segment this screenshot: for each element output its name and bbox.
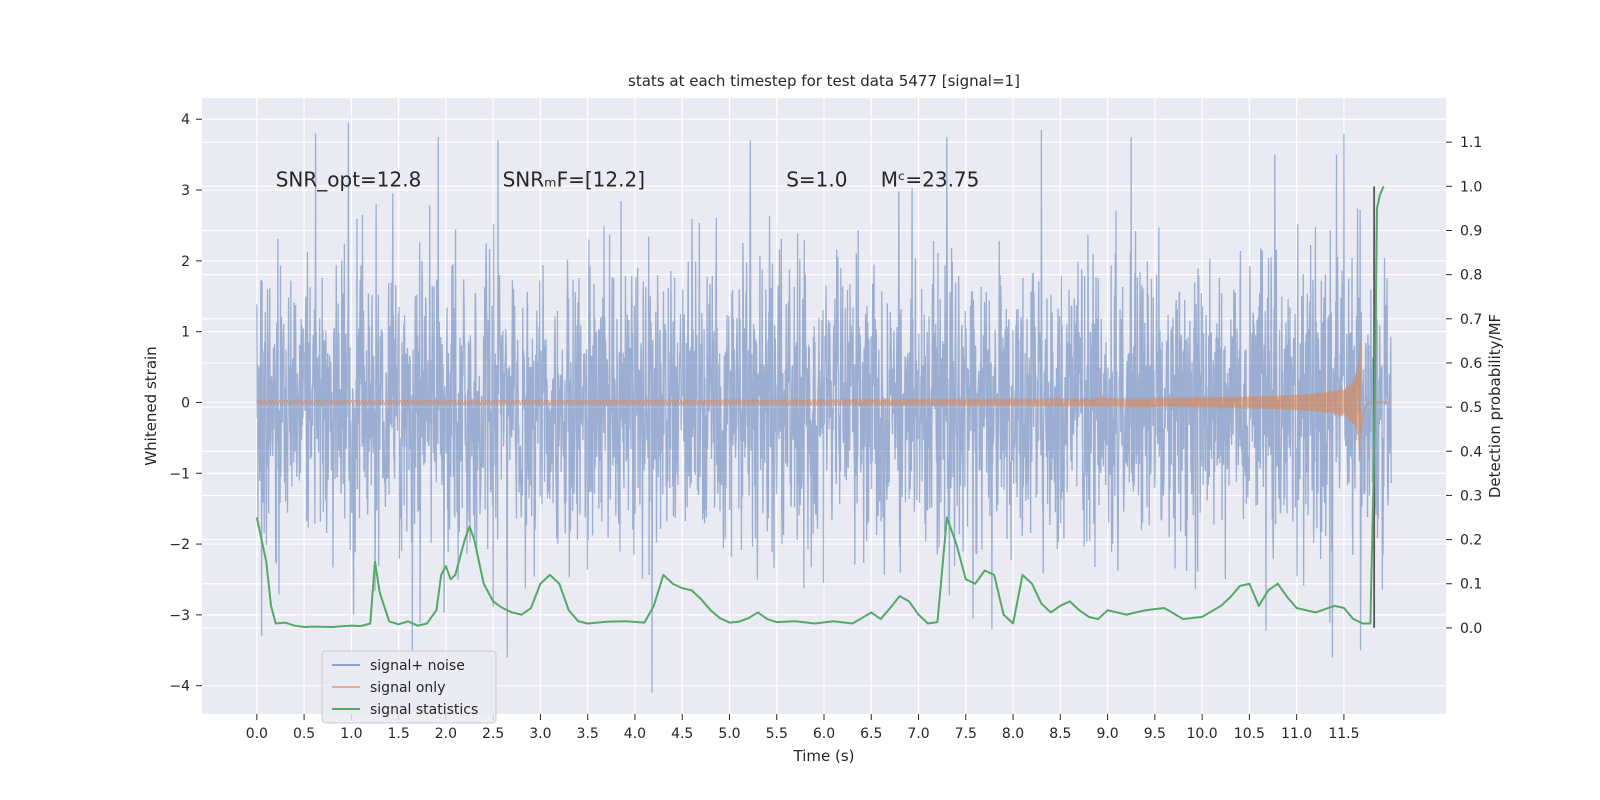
x-tick-label: 10.0: [1187, 726, 1218, 742]
series-signal-noise: [256, 122, 1392, 693]
legend-item-signal-noise: signal+ noise: [332, 658, 465, 674]
x-tick-label: 4.0: [624, 726, 646, 742]
y-tick-label: −3: [169, 608, 190, 624]
y2-tick-label: 0.0: [1460, 621, 1482, 637]
chart-title: stats at each timestep for test data 547…: [628, 72, 1020, 90]
y2-tick-label: 0.3: [1460, 488, 1482, 504]
y-tick-label: −1: [169, 466, 190, 482]
y-tick-label: 0: [181, 395, 190, 411]
y2-axis-label: Detection probability/MF: [1486, 314, 1504, 498]
x-tick-label: 11.0: [1281, 726, 1312, 742]
legend-label-signal-statistics: signal statistics: [370, 702, 478, 718]
y2-tick-label: 0.6: [1460, 356, 1482, 372]
y2-tick-label: 0.1: [1460, 577, 1482, 593]
y2-tick-label: 0.7: [1460, 312, 1482, 328]
annotation-text: Mᶜ=23.75: [881, 168, 980, 192]
x-tick-label: 4.5: [671, 726, 693, 742]
x-tick-label: 2.0: [435, 726, 457, 742]
x-tick-label: 9.0: [1096, 726, 1118, 742]
y2-tick-label: 0.5: [1460, 400, 1482, 416]
x-tick-label: 8.0: [1002, 726, 1024, 742]
series-signal-statistics: [255, 185, 1385, 629]
y-tick-label: 1: [181, 325, 190, 341]
y-axis-label: Whitened strain: [142, 346, 160, 465]
y-tick-label: 2: [181, 254, 190, 270]
x-tick-label: 7.0: [907, 726, 929, 742]
y2-tick-label: 1.1: [1460, 135, 1482, 151]
x-tick-label: 8.5: [1049, 726, 1071, 742]
legend-item-signal-only: signal only: [332, 680, 445, 696]
y-tick-label: −4: [169, 679, 190, 695]
x-tick-label: 2.5: [482, 726, 504, 742]
y2-tick-label: 1.0: [1460, 179, 1482, 195]
series-signal-only: [256, 341, 1392, 458]
x-axis: 0.0 0.5 1.0 1.5 2.0 2.5 3.0 3.5 4.0 4.5 5.0 5.5 6.0 6…: [246, 714, 1359, 742]
annotations: SNR_opt=12.8 SNRₘF=[12.2] S=1.0 Mᶜ=23.75: [276, 168, 980, 192]
x-tick-label: 0.0: [246, 726, 268, 742]
y-axis-right: 1.1 1.0 0.9 0.8 0.7 0.6 0.5 0.4 0.3 0.2 0.1 0.0: [1446, 135, 1482, 637]
x-tick-label: 3.5: [577, 726, 599, 742]
annotation-text: SNR_opt=12.8: [276, 168, 422, 192]
x-tick-label: 6.0: [813, 726, 835, 742]
x-tick-label: 6.5: [860, 726, 882, 742]
plot-series: [255, 122, 1392, 693]
annotation-text: S=1.0: [786, 168, 847, 192]
y-tick-label: 4: [181, 112, 190, 128]
x-tick-label: 3.0: [529, 726, 551, 742]
y2-tick-label: 0.4: [1460, 444, 1482, 460]
y-axis-left: 4 3 2 1 0 −1 −2 −3 −4: [169, 112, 202, 695]
legend-label-signal-noise: signal+ noise: [370, 658, 465, 674]
y-tick-label: −2: [169, 537, 190, 553]
x-tick-label: 9.5: [1144, 726, 1166, 742]
x-axis-label: Time (s): [793, 747, 855, 765]
legend: signal+ noise signal only signal statist…: [321, 650, 497, 724]
y2-tick-label: 0.9: [1460, 223, 1482, 239]
x-tick-label: 1.0: [340, 726, 362, 742]
legend-box: [321, 650, 497, 724]
y2-tick-label: 0.2: [1460, 533, 1482, 549]
x-tick-label: 7.5: [955, 726, 977, 742]
x-tick-label: 5.0: [718, 726, 740, 742]
x-tick-label: 5.5: [766, 726, 788, 742]
x-tick-label: 10.5: [1234, 726, 1265, 742]
legend-label-signal-only: signal only: [370, 680, 445, 696]
x-tick-label: 0.5: [293, 726, 315, 742]
x-tick-label: 1.5: [387, 726, 409, 742]
annotation-text: SNRₘF=[12.2]: [503, 168, 645, 192]
y2-tick-label: 0.8: [1460, 268, 1482, 284]
y-tick-label: 3: [181, 183, 190, 199]
legend-item-signal-statistics: signal statistics: [332, 702, 478, 718]
x-tick-label: 11.5: [1328, 726, 1359, 742]
